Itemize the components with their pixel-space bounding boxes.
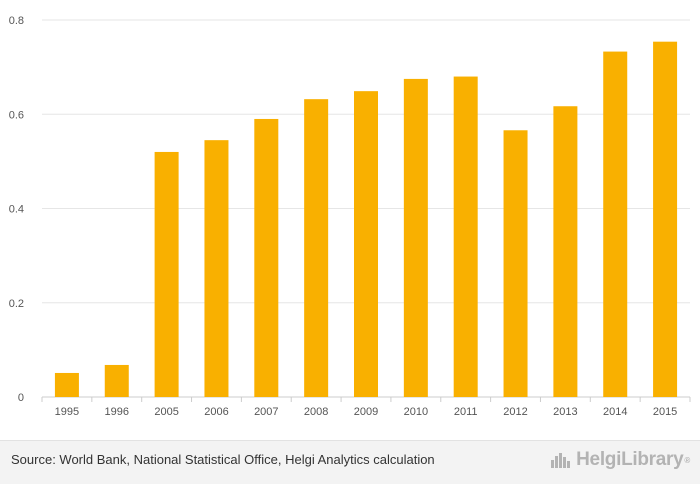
x-tick-label: 2005 [154, 406, 178, 418]
bar-chart: 0 0.2 0.4 0.6 0.8 1995 1996 2005 2006 2007 2008 200… [9, 15, 691, 418]
bar [503, 130, 528, 397]
x-tick-label: 2012 [503, 406, 527, 418]
bar [653, 41, 678, 398]
logo-text: HelgiLibrary [576, 449, 684, 470]
bar [154, 151, 179, 397]
x-tick-label: 2010 [404, 406, 428, 418]
bar [254, 118, 279, 398]
bar [403, 78, 428, 397]
bar [304, 99, 329, 398]
x-tick-label: 2007 [254, 406, 278, 418]
logo-registered-mark: ® [684, 455, 690, 465]
bar [104, 364, 129, 397]
x-tick-label: 1995 [55, 406, 79, 418]
bar [553, 106, 578, 398]
x-tick-label: 2009 [354, 406, 378, 418]
bar [204, 140, 229, 397]
x-tick-label: 2011 [454, 406, 478, 418]
x-tick-label: 2015 [653, 406, 677, 418]
bar [54, 372, 79, 397]
y-tick-label: 0.2 [9, 298, 24, 310]
x-tick-label: 2008 [304, 406, 328, 418]
x-tick-label: 2014 [603, 406, 627, 418]
bar [603, 51, 628, 397]
bar [453, 76, 478, 398]
x-tick-label: 2006 [204, 406, 228, 418]
x-tick-label: 2013 [553, 406, 577, 418]
skyline-icon [551, 453, 571, 468]
source-text: Source: World Bank, National Statistical… [11, 452, 435, 467]
y-tick-label: 0.4 [9, 204, 24, 216]
y-tick-label: 0 [18, 392, 24, 404]
y-tick-label: 0.6 [9, 109, 24, 121]
y-tick-label: 0.8 [9, 15, 24, 27]
helgilibrary-logo[interactable]: HelgiLibrary ® [550, 449, 690, 471]
footer: Source: World Bank, National Statistical… [0, 440, 700, 484]
bar [354, 91, 378, 397]
x-tick-label: 1996 [105, 406, 129, 418]
